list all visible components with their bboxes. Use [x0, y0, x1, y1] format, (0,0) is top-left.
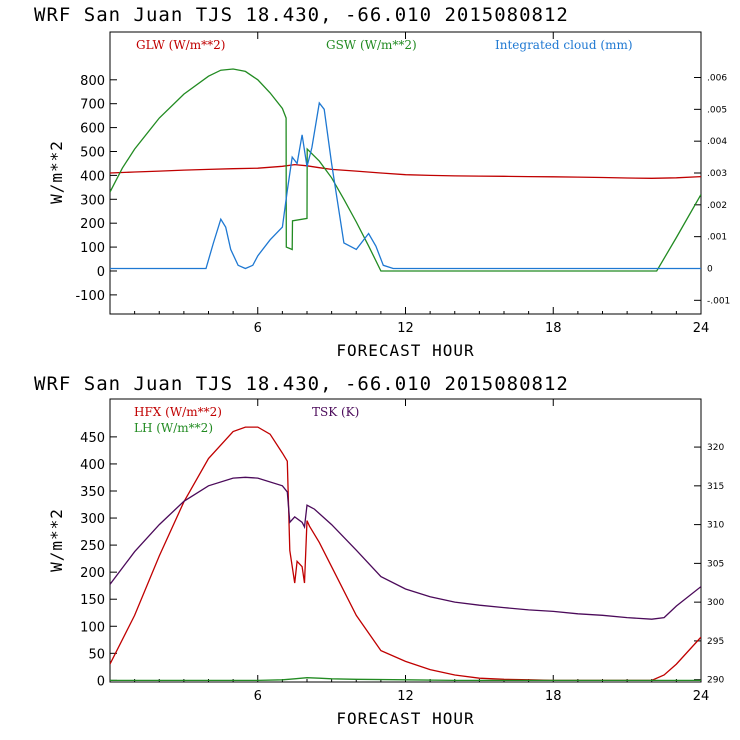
- series-line-glw: [110, 163, 701, 179]
- y-tick-label: 100: [80, 241, 105, 256]
- y-tick-label: 200: [80, 217, 105, 232]
- y-tick-label: 400: [80, 458, 105, 473]
- x-tick-label: 24: [693, 689, 710, 704]
- y2-tick-label: 315: [707, 482, 724, 492]
- y2-tick-label: 295: [707, 637, 724, 647]
- y-tick-label: 600: [80, 122, 105, 137]
- plot-frame: [109, 398, 702, 683]
- y2-tick-label: .002: [707, 201, 727, 211]
- y-tick-label: 300: [80, 193, 105, 208]
- series-line-tsk: [110, 476, 701, 620]
- chart-panel-2: WRF San Juan TJS 18.430, -66.010 2015080…: [34, 373, 724, 728]
- y-tick-label: 400: [80, 169, 105, 184]
- legend-label: GSW (W/m**2): [326, 38, 417, 52]
- series-line-lh: [110, 677, 701, 682]
- series-line-gsw: [110, 68, 701, 272]
- series-line-integrated: [110, 101, 701, 270]
- y-tick-label: 50: [88, 647, 105, 662]
- x-tick-label: 6: [254, 321, 262, 336]
- x-tick-label: 18: [545, 321, 562, 336]
- y2-tick-label: .006: [707, 74, 727, 84]
- y-tick-label: 800: [80, 74, 105, 89]
- y2-tick-label: 320: [707, 443, 724, 453]
- plot-frame: [109, 31, 702, 315]
- y-tick-label: -100: [75, 289, 105, 304]
- y-tick-label: 100: [80, 620, 105, 635]
- x-tick-label: 6: [254, 689, 262, 704]
- x-tick-label: 12: [397, 321, 414, 336]
- y2-tick-label: 305: [707, 559, 724, 569]
- y2-tick-label: .005: [707, 105, 727, 115]
- series-line-hfx: [110, 426, 701, 682]
- y-tick-label: 0: [97, 674, 105, 689]
- y-tick-label: 700: [80, 98, 105, 113]
- y2-tick-label: 310: [707, 521, 724, 531]
- chart-panel-1: WRF San Juan TJS 18.430, -66.010 2015080…: [34, 4, 730, 360]
- x-axis-label: FORECAST HOUR: [336, 341, 474, 360]
- legend-label: GLW (W/m**2): [136, 38, 225, 52]
- x-tick-label: 24: [693, 321, 710, 336]
- y-tick-label: 250: [80, 539, 105, 554]
- y-tick-label: 0: [97, 265, 105, 280]
- legend-label: HFX (W/m**2): [134, 405, 222, 419]
- y2-tick-label: 290: [707, 676, 724, 686]
- y2-tick-label: .001: [707, 233, 727, 243]
- y-axis-label: W/m**2: [47, 140, 66, 204]
- legend-label: TSK (K): [312, 405, 359, 419]
- chart-title: WRF San Juan TJS 18.430, -66.010 2015080…: [34, 373, 569, 395]
- y-tick-label: 200: [80, 566, 105, 581]
- chart-title: WRF San Juan TJS 18.430, -66.010 2015080…: [34, 4, 569, 26]
- y2-tick-label: 0: [707, 264, 713, 274]
- x-axis-label: FORECAST HOUR: [336, 709, 474, 728]
- y-tick-label: 500: [80, 145, 105, 160]
- y-tick-label: 300: [80, 512, 105, 527]
- y2-tick-label: 300: [707, 598, 724, 608]
- x-tick-label: 18: [545, 689, 562, 704]
- legend-label: Integrated cloud (mm): [495, 38, 633, 52]
- legend-label: LH (W/m**2): [134, 421, 213, 435]
- y2-tick-label: -.001: [707, 296, 730, 306]
- y-tick-label: 150: [80, 593, 105, 608]
- x-tick-label: 12: [397, 689, 414, 704]
- y-tick-label: 350: [80, 485, 105, 500]
- y2-tick-label: .004: [707, 137, 727, 147]
- y2-tick-label: .003: [707, 169, 727, 179]
- y-tick-label: 450: [80, 431, 105, 446]
- y-axis-label: W/m**2: [47, 508, 66, 572]
